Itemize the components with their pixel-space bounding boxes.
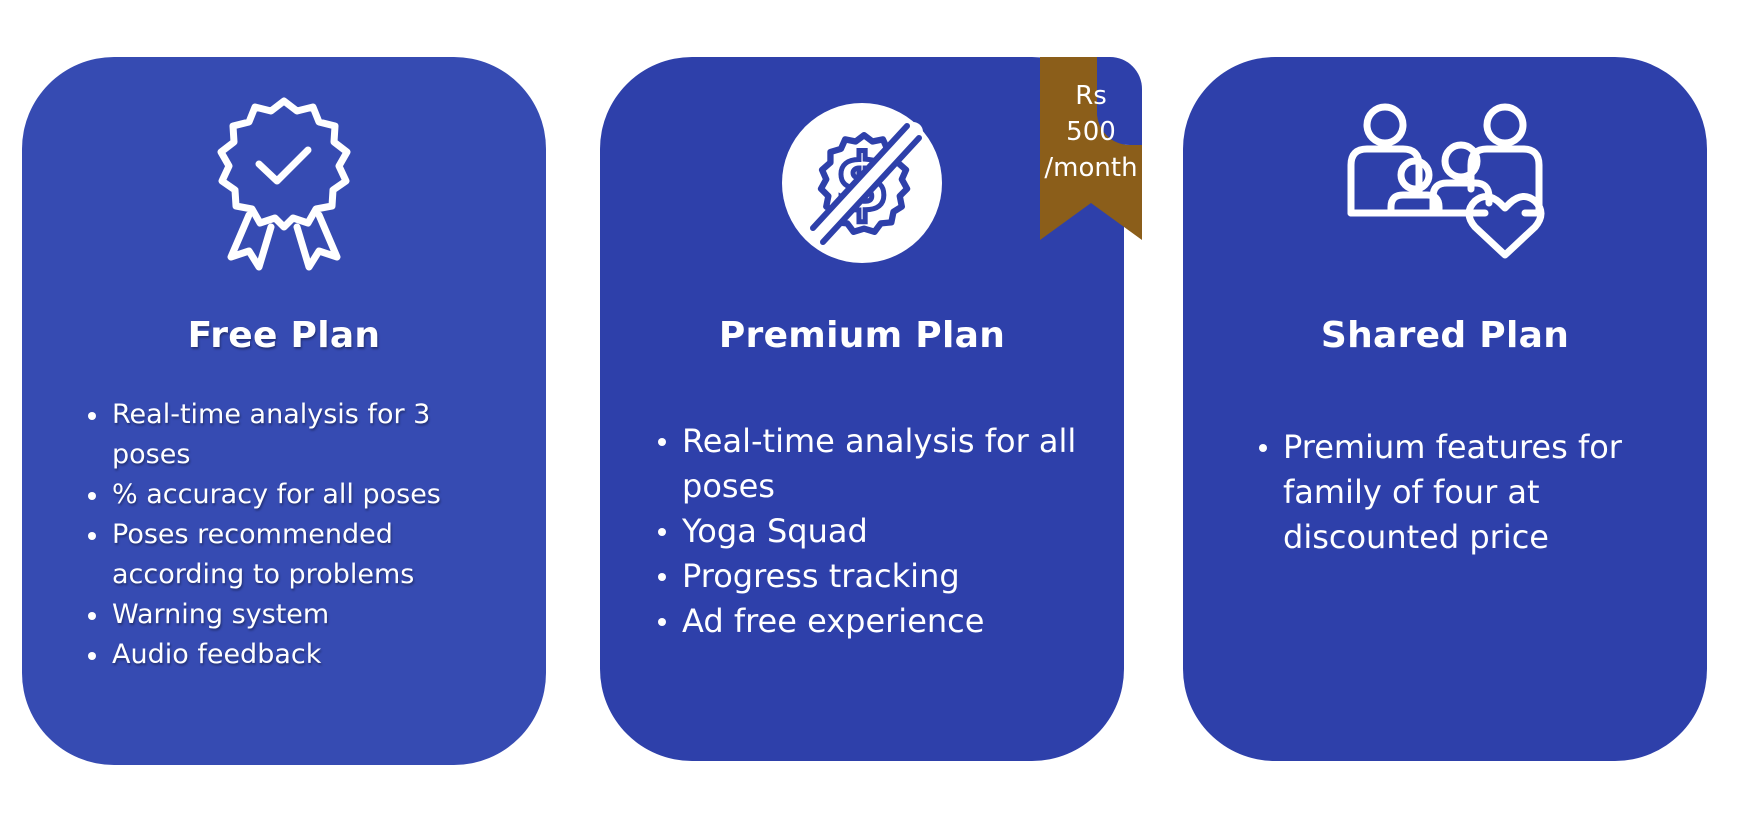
shared-plan-card[interactable]: Shared Plan Premium features for family … — [1183, 57, 1707, 761]
feature-list: Real-time analysis for 3 poses % accurac… — [84, 395, 504, 675]
price-label: Rs 500 /month — [1040, 78, 1142, 186]
price-ribbon — [1040, 57, 1142, 240]
feature-list: Real-time analysis for all poses Yoga Sq… — [654, 419, 1094, 644]
award-badge-check-icon — [22, 93, 546, 273]
free-plan-card[interactable]: Free Plan Real-time analysis for 3 poses… — [22, 57, 546, 765]
feature-item: Real-time analysis for 3 poses — [84, 395, 504, 475]
plan-title: Premium Plan — [718, 315, 1006, 356]
price-currency: Rs — [1075, 81, 1107, 111]
feature-item: Ad free experience — [654, 599, 1094, 644]
feature-list: Premium features for family of four at d… — [1255, 425, 1655, 560]
price-amount: 500 — [1066, 117, 1116, 147]
plan-title: Free Plan — [187, 315, 381, 356]
feature-item: Yoga Squad — [654, 509, 1094, 554]
feature-item: Poses recommended according to problems — [84, 515, 504, 595]
feature-item: Progress tracking — [654, 554, 1094, 599]
plan-title: Shared Plan — [1320, 315, 1570, 356]
feature-item: % accuracy for all poses — [84, 475, 504, 515]
feature-item: Real-time analysis for all poses — [654, 419, 1094, 509]
feature-item: Premium features for family of four at d… — [1255, 425, 1655, 560]
no-dollar-icon: $ — [600, 102, 1124, 264]
family-heart-icon — [1183, 103, 1707, 263]
price-period: /month — [1044, 153, 1138, 183]
premium-plan-card[interactable]: $ Premium Plan Real-time analysis for al… — [600, 57, 1124, 761]
feature-item: Audio feedback — [84, 635, 504, 675]
feature-item: Warning system — [84, 595, 504, 635]
